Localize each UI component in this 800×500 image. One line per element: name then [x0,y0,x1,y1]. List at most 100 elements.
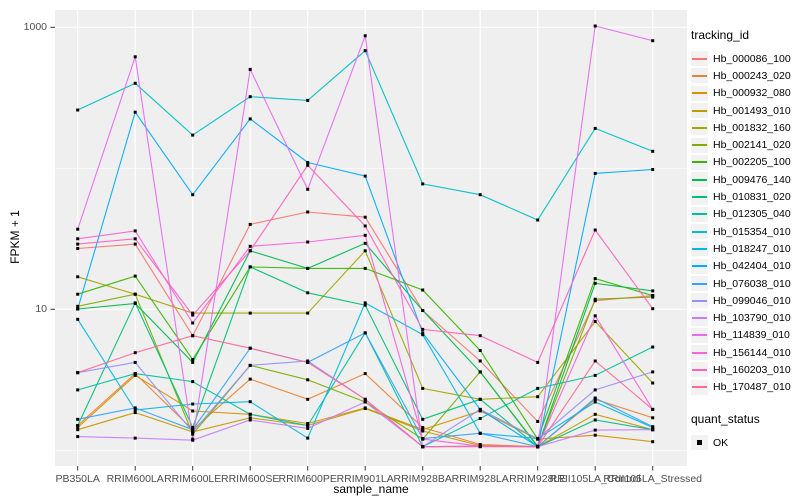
legend-key-swatch [691,189,708,205]
data-point [191,133,195,137]
x-tick-label: RRIM901LA [336,473,394,485]
legend-key-swatch [691,103,708,119]
data-point [133,408,137,412]
data-point [191,426,195,429]
legend-label: Hb_076038_010 [713,277,791,290]
data-point [133,55,137,59]
data-point [651,425,655,429]
line-sample-icon [692,334,707,337]
data-point [421,426,425,429]
data-point [191,430,195,434]
data-point [651,345,655,349]
data-point [651,416,655,420]
data-point [306,291,310,295]
legend-item-Hb_010831_020: Hb_010831_020 [691,188,799,205]
data-point [191,311,195,315]
data-point [593,277,597,281]
ok-point-swatch [691,435,708,451]
data-point [306,426,310,430]
data-point [536,386,540,390]
data-point [421,429,425,433]
data-point [593,359,597,363]
line-sample-icon [692,109,707,112]
data-point [421,417,425,421]
data-point [306,266,310,270]
x-tick-label: RRIM600LE [164,473,222,485]
data-point [191,313,195,317]
data-point [306,311,310,315]
data-point [651,428,655,432]
legend-key-swatch [691,276,708,291]
data-point [421,182,425,186]
data-point [363,233,367,237]
data-point [191,437,195,441]
data-point [651,381,655,385]
data-point [478,431,482,435]
legend-item-Hb_000243_020: Hb_000243_020 [691,67,799,84]
data-point [593,171,597,175]
data-point [133,110,137,114]
legend-key-swatch [691,224,708,240]
legend-key-swatch [691,310,708,326]
data-point [478,193,482,197]
legend-label: Hb_000243_020 [713,69,791,82]
legend-label: Hb_042404_010 [713,260,791,273]
legend-label: OK [713,436,729,449]
data-point [363,331,367,335]
data-point [421,288,425,292]
data-point [306,424,310,427]
data-point [76,304,80,308]
line-sample-icon [692,126,707,129]
data-point [478,370,482,374]
data-point [536,218,540,222]
data-point [248,117,252,121]
data-point [363,407,367,410]
data-point [478,407,482,411]
line-sample-icon [692,92,707,95]
data-point [536,420,540,423]
y-tick-label: 1000 [23,21,47,34]
legend-key-swatch [691,51,708,67]
line-sample-icon [692,74,707,77]
data-point [363,372,367,376]
data-point [133,406,137,410]
legend-label: Hb_001832_160 [713,121,791,134]
data-point [306,161,310,164]
data-point [133,242,137,246]
data-point [76,242,80,246]
x-tick-label: RRIM928LE [509,473,567,485]
data-point [76,227,80,231]
line-sample-icon [692,247,707,250]
legend-item-Hb_156144_010: Hb_156144_010 [691,344,799,361]
data-point [651,149,655,153]
data-point [248,346,252,350]
legend-item-Hb_018247_010: Hb_018247_010 [691,240,799,257]
data-point [593,418,597,422]
data-point [593,281,597,285]
legend: tracking_id Hb_000086_100 Hb_000243_020 Hb… [691,28,799,451]
data-point [478,409,482,413]
line-sample-icon [692,265,707,268]
data-point [421,327,425,331]
legend-label: Hb_099046_010 [713,294,791,307]
data-point [421,445,425,449]
line-sample-icon [692,57,707,60]
legend-key-swatch [691,120,708,136]
data-point [363,397,367,401]
line-sample-icon [692,161,707,164]
y-axis-title: FPKM + 1 [8,210,22,264]
legend-item-Hb_000932_080: Hb_000932_080 [691,85,799,102]
legend-item-Hb_170487_010: Hb_170487_010 [691,379,799,396]
legend-label: Hb_002205_100 [713,156,791,169]
line-sample-icon [692,144,707,147]
legend-label: Hb_015354_010 [713,225,791,238]
data-point [76,292,80,296]
legend-key-swatch [691,172,708,188]
data-point [306,210,310,214]
legend-key-swatch [691,362,708,378]
data-point [191,409,195,413]
y-tick-label: 10 [35,303,47,316]
legend-label: Hb_009476_140 [713,173,791,186]
